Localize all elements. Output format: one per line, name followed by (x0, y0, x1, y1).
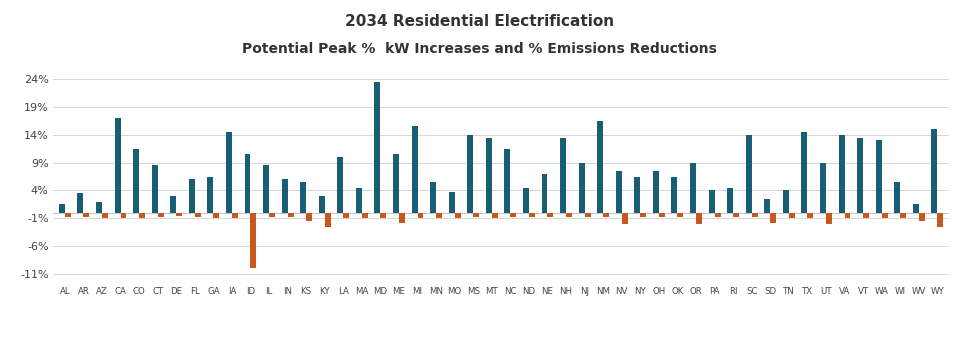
Bar (176, 213, 182, 215)
Bar (931, 129, 937, 213)
Bar (690, 163, 696, 213)
Bar (659, 213, 665, 217)
Bar (65, 213, 71, 217)
Bar (578, 163, 585, 213)
Bar (876, 140, 881, 213)
Bar (121, 213, 127, 218)
Bar (263, 165, 269, 213)
Bar (374, 82, 381, 213)
Bar (863, 213, 869, 218)
Bar (807, 213, 813, 218)
Bar (356, 188, 362, 213)
Bar (634, 177, 641, 213)
Bar (282, 179, 288, 213)
Bar (436, 213, 442, 218)
Bar (727, 188, 733, 213)
Bar (913, 205, 919, 213)
Bar (226, 132, 232, 213)
Bar (362, 213, 368, 218)
Bar (250, 213, 256, 269)
Bar (338, 157, 343, 213)
Bar (746, 135, 752, 213)
Bar (616, 171, 621, 213)
Bar (523, 188, 529, 213)
Bar (102, 213, 107, 218)
Bar (83, 213, 89, 217)
Bar (152, 165, 157, 213)
Bar (195, 213, 200, 217)
Bar (288, 213, 293, 217)
Bar (901, 213, 906, 218)
Bar (820, 163, 826, 213)
Bar (78, 193, 83, 213)
Bar (542, 174, 548, 213)
Bar (96, 202, 102, 213)
Bar (306, 213, 312, 221)
Bar (157, 213, 164, 217)
Bar (58, 205, 65, 213)
Bar (504, 149, 510, 213)
Bar (431, 182, 436, 213)
Bar (560, 138, 566, 213)
Bar (269, 213, 275, 217)
Bar (548, 213, 553, 217)
Bar (789, 213, 795, 218)
Bar (245, 154, 250, 213)
Bar (455, 213, 460, 218)
Bar (621, 213, 628, 224)
Bar (838, 135, 845, 213)
Bar (709, 190, 714, 213)
Bar (486, 138, 492, 213)
Bar (399, 213, 405, 223)
Bar (449, 191, 455, 213)
Bar (857, 138, 863, 213)
Bar (826, 213, 831, 224)
Bar (381, 213, 386, 218)
Bar (641, 213, 646, 217)
Bar (677, 213, 684, 217)
Text: Potential Peak %  kW Increases and % Emissions Reductions: Potential Peak % kW Increases and % Emis… (242, 42, 717, 56)
Bar (171, 196, 176, 213)
Bar (603, 213, 609, 217)
Bar (752, 213, 758, 217)
Bar (783, 190, 789, 213)
Bar (510, 213, 516, 217)
Bar (325, 213, 331, 227)
Bar (189, 179, 195, 213)
Bar (139, 213, 145, 218)
Bar (473, 213, 480, 217)
Bar (696, 213, 702, 224)
Bar (566, 213, 572, 217)
Bar (213, 213, 220, 218)
Bar (895, 182, 901, 213)
Bar (597, 121, 603, 213)
Bar (845, 213, 851, 218)
Bar (207, 177, 213, 213)
Bar (467, 135, 473, 213)
Bar (770, 213, 776, 223)
Bar (393, 154, 399, 213)
Bar (733, 213, 739, 217)
Bar (653, 171, 659, 213)
Bar (881, 213, 888, 218)
Bar (411, 126, 417, 213)
Bar (714, 213, 720, 217)
Bar (318, 196, 325, 213)
Bar (300, 182, 306, 213)
Bar (343, 213, 349, 218)
Bar (671, 177, 677, 213)
Text: 2034 Residential Electrification: 2034 Residential Electrification (345, 14, 614, 29)
Bar (937, 213, 944, 227)
Bar (417, 213, 424, 218)
Bar (232, 213, 238, 218)
Bar (919, 213, 924, 221)
Bar (802, 132, 807, 213)
Bar (492, 213, 498, 218)
Bar (764, 199, 770, 213)
Bar (133, 149, 139, 213)
Bar (585, 213, 591, 217)
Bar (529, 213, 535, 217)
Bar (114, 118, 121, 213)
